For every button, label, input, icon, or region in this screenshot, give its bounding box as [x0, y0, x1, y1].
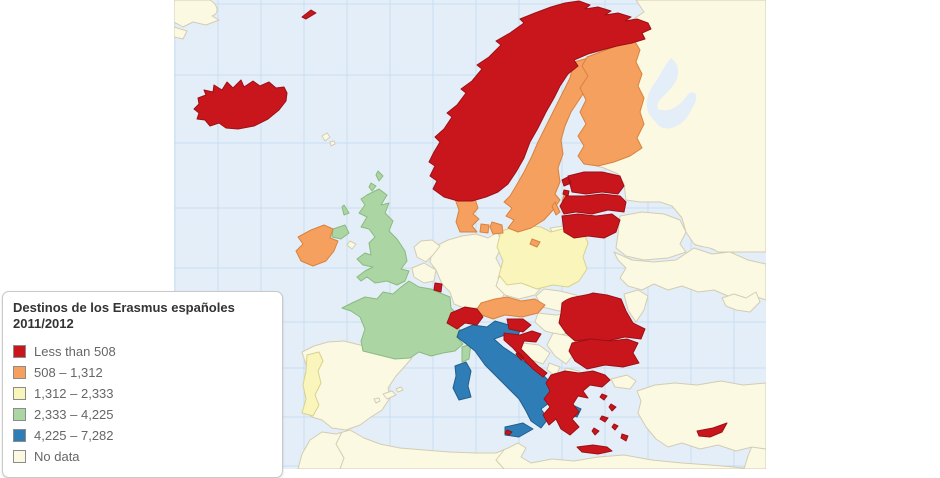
legend-label: 2,333 – 4,225	[34, 407, 114, 422]
legend-swatch-green	[13, 408, 26, 421]
legend-swatch-red	[13, 345, 26, 358]
island-cyprus[interactable]	[697, 423, 727, 437]
border-morocco-algeria	[336, 432, 504, 469]
legend-title: Destinos de los Erasmus españoles 2011/2…	[13, 300, 235, 331]
islands-balearics[interactable]	[374, 387, 403, 403]
country-belarus[interactable]	[616, 212, 686, 260]
country-croatia[interactable]	[504, 331, 547, 377]
country-iceland[interactable]	[194, 80, 287, 129]
country-romania[interactable]	[559, 293, 645, 341]
europe-choropleth-map	[174, 0, 766, 469]
country-turkey[interactable]	[637, 381, 766, 451]
islands-denmark[interactable]	[480, 222, 540, 247]
country-portugal[interactable]	[302, 352, 323, 416]
map-legend: Destinos de los Erasmus españoles 2011/2…	[2, 291, 283, 478]
country-norway[interactable]	[429, 1, 651, 201]
country-lithuania[interactable]	[562, 214, 620, 238]
country-ireland[interactable]	[296, 225, 338, 266]
country-slovenia[interactable]	[507, 319, 531, 332]
country-luxembourg[interactable]	[434, 283, 442, 292]
islands-aegean[interactable]	[592, 394, 628, 441]
country-latvia[interactable]	[560, 194, 626, 214]
island-malta[interactable]	[505, 430, 512, 435]
legend-label: 1,312 – 2,333	[34, 386, 114, 401]
country-greenland[interactable]	[174, 0, 219, 39]
isle-of-man[interactable]	[347, 241, 356, 249]
country-denmark[interactable]	[455, 196, 479, 232]
country-north-africa[interactable]	[298, 430, 752, 469]
white-sea	[646, 58, 697, 129]
legend-label: 4,225 – 7,282	[34, 428, 114, 443]
region-crimea[interactable]	[722, 292, 760, 312]
country-poland[interactable]	[497, 225, 588, 289]
island-sicily[interactable]	[505, 423, 533, 437]
country-sweden[interactable]	[504, 58, 598, 232]
country-finland[interactable]	[578, 40, 644, 166]
legend-swatch-yellow	[13, 387, 26, 400]
country-france[interactable]	[342, 281, 463, 359]
country-united-kingdom[interactable]	[357, 189, 409, 285]
legend-item: 4,225 – 7,282	[13, 425, 272, 446]
islands-scotland[interactable]	[342, 171, 383, 215]
legend-item: No data	[13, 446, 272, 467]
island-sardinia[interactable]	[453, 362, 471, 400]
legend-item: 1,312 – 2,333	[13, 383, 272, 404]
island-crete[interactable]	[577, 445, 612, 454]
region-northern-ireland[interactable]	[332, 225, 349, 239]
legend-label: 508 – 1,312	[34, 365, 103, 380]
map-canvas	[174, 0, 766, 469]
legend-label: Less than 508	[34, 344, 116, 359]
legend-item: Less than 508	[13, 341, 272, 362]
islands-faroe[interactable]	[322, 133, 335, 146]
legend-item: 2,333 – 4,225	[13, 404, 272, 425]
legend-swatch-blue	[13, 429, 26, 442]
island-jan-mayen[interactable]	[302, 10, 316, 19]
legend-item: 508 – 1,312	[13, 362, 272, 383]
legend-swatch-nodata	[13, 450, 26, 463]
country-turkey-thrace[interactable]	[611, 375, 636, 389]
country-moldova[interactable]	[624, 290, 648, 322]
country-netherlands[interactable]	[414, 240, 440, 262]
legend-swatch-orange	[13, 366, 26, 379]
country-greece[interactable]	[543, 371, 610, 435]
country-belgium[interactable]	[412, 263, 436, 283]
legend-label: No data	[34, 449, 80, 464]
country-switzerland[interactable]	[447, 307, 483, 329]
country-bulgaria[interactable]	[569, 339, 639, 369]
